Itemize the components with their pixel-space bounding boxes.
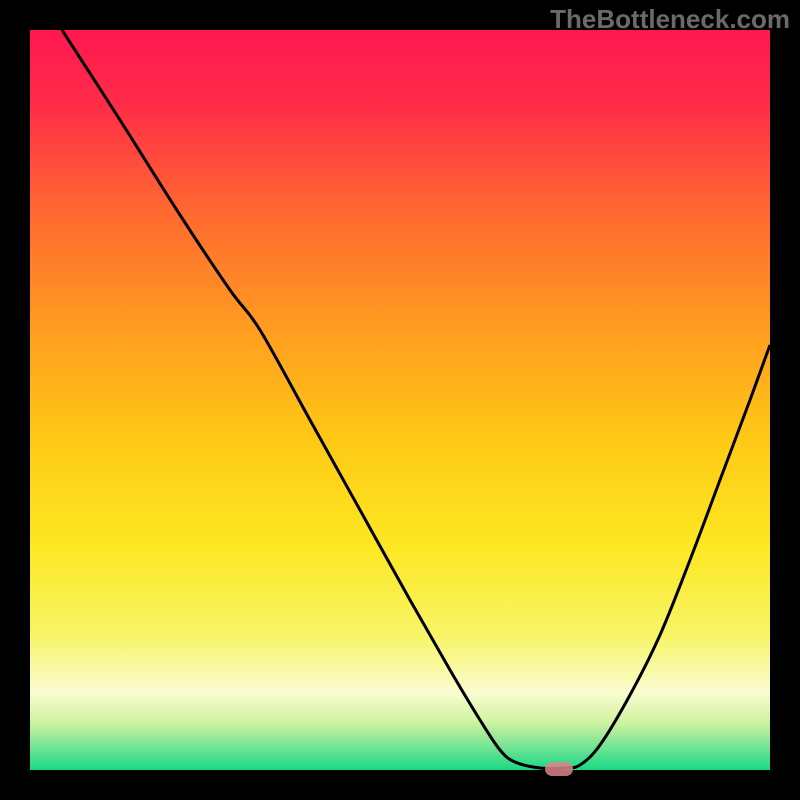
bottleneck-chart [0, 0, 800, 800]
watermark-text: TheBottleneck.com [550, 4, 790, 35]
plot-background [30, 30, 770, 770]
optimal-marker [545, 762, 573, 776]
chart-container: TheBottleneck.com [0, 0, 800, 800]
